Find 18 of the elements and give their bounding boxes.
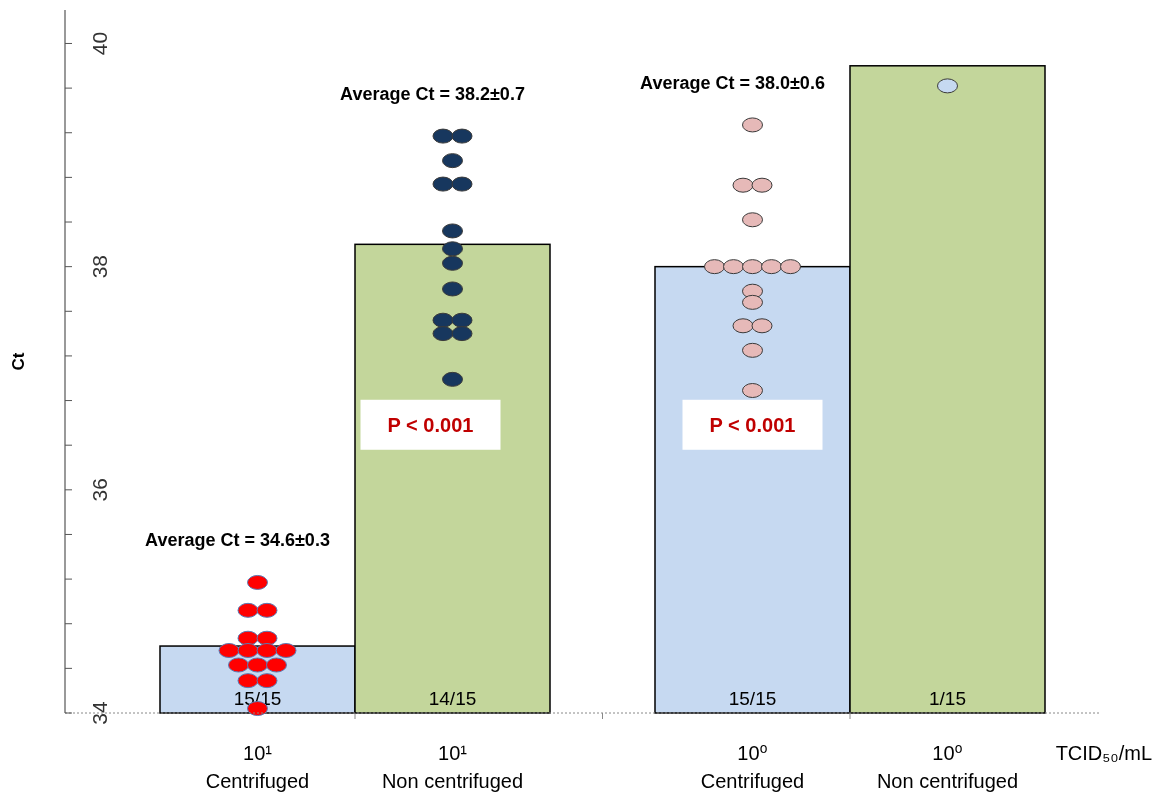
data-label: 1/15 — [929, 688, 966, 709]
annotation: Average Ct = 38.0±0.6 — [640, 72, 825, 93]
x-tick-label: 10¹ Centrifuged — [205, 742, 310, 792]
y-tick-label: 38 — [88, 254, 111, 279]
y-tick-label: 40 — [88, 31, 111, 56]
data-label: 15/15 — [728, 688, 777, 709]
annotation: P < 0.001 — [387, 413, 474, 436]
y-tick-label: 34 — [88, 701, 111, 725]
annotation: Average Ct = 34.6±0.3 — [145, 530, 330, 551]
annotation: P < 0.001 — [709, 413, 796, 436]
annotation: Average Ct = 38.2±0.7 — [340, 84, 525, 105]
x-tick-label: 10⁰ Centrifuged — [700, 742, 805, 792]
y-tick-label: 36 — [88, 478, 111, 502]
x-tick-label: 10¹ Non centrifuged — [381, 742, 524, 792]
data-label: 14/15 — [428, 688, 477, 709]
y-axis-title: Ct — [9, 352, 28, 371]
x-tick-label: 10⁰ Non centrifuged — [876, 742, 1019, 792]
x-axis-title: TCID₅₀/mL — [1055, 742, 1152, 764]
